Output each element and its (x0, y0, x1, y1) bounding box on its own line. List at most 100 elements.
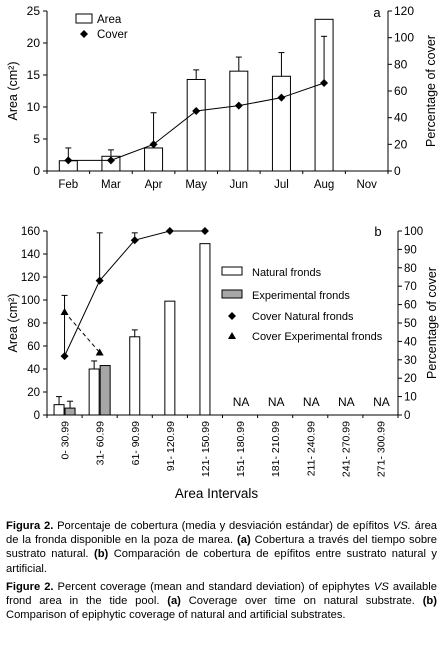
panel-a-y2-axis-label: Percentage of cover (424, 35, 438, 147)
panel-a-x-tick-label: Mar (101, 179, 121, 191)
panel-b-y2-tick-label: 100 (404, 226, 423, 238)
panel-b-y-tick-label: 0 (34, 410, 40, 422)
panel-b-legend-experimental-label: Experimental fronds (252, 290, 350, 302)
panel-b-cover-natural-point (130, 236, 139, 245)
panel-a-cover-point (64, 156, 73, 165)
caption-es-b-text: Comparación de cobertura de epífitos ent… (6, 548, 438, 575)
panel-b-y-tick-label: 60 (27, 341, 40, 353)
caption-english: Figure 2. Percent coverage (mean and sta… (6, 580, 437, 623)
panel-b-y2-tick-label: 60 (404, 300, 417, 312)
panel-a-y2-tick-label: 100 (394, 31, 414, 45)
panel-a-y-tick-label: 10 (27, 100, 41, 114)
panel-a-legend-cover-marker (80, 30, 88, 38)
caption-es-a-text: Cobertura a través del tiempo sobre sust… (6, 534, 437, 561)
panel-b-y-tick-label: 100 (21, 295, 40, 307)
panel-b-y2-axis-label: Percentage of cover (425, 267, 439, 379)
panel-a-y2-tick-label: 0 (394, 164, 401, 178)
panel-b-cover-natural-point (165, 227, 174, 235)
panel-b-legend-natural-label: Natural fronds (252, 267, 322, 279)
panel-b-y2-tick-label: 0 (404, 410, 410, 422)
panel-a-y-tick-label: 5 (33, 132, 40, 146)
panel-a-area-bar (314, 18, 334, 172)
caption-es-label: Figura 2. (6, 520, 54, 532)
panel-a-y-axis-label: Area (cm²) (6, 61, 20, 120)
panel-a-legend-area-label: Area (97, 14, 122, 26)
panel-b-experimental-bar (64, 407, 76, 416)
panel-a-y2-tick-label: 20 (394, 137, 408, 151)
panel-a-area-bar (271, 75, 291, 172)
panel-a-y-tick-label: 25 (27, 4, 41, 18)
panel-b-legend-cover-experimental-label: Cover Experimental fronds (252, 331, 383, 343)
panel-b-natural-bar (199, 243, 211, 416)
panel-a-area-bar (229, 70, 249, 172)
panel-a-cover-point (320, 79, 329, 87)
panel-b-x-tick-label: 211- 240.99 (305, 421, 317, 476)
panel-a-x-tick-label: Jul (274, 179, 289, 191)
panel-b-legend-cover-natural-marker (228, 312, 236, 320)
panel-b-x-axis-label: Area Intervals (175, 486, 259, 501)
panel-b-y-tick-label: 20 (27, 387, 40, 399)
panel-b-na-label: NA (303, 395, 320, 409)
panel-a-y2-tick-label: 80 (394, 57, 408, 71)
panel-b-y2-tick-label: 50 (404, 318, 417, 330)
panel-b-x-tick-label: 0- 30.99 (60, 421, 72, 460)
panel-a-legend-area-swatch (75, 13, 93, 24)
panel-a-area-bar (144, 147, 164, 172)
caption-en-a-text: Coverage over time on natural substrate. (180, 595, 423, 608)
panel-b-x-tick-label: 31- 60.99 (95, 421, 107, 466)
panel-a-cover-point (277, 93, 286, 102)
panel-b-cover-experimental-point (95, 348, 104, 356)
caption-en-vs: VS (373, 581, 389, 593)
panel-b-y-tick-label: 40 (27, 364, 40, 376)
caption-es-b-label: (b) (93, 548, 109, 561)
panel-a-y2-tick-label: 60 (394, 84, 408, 98)
panel-b-legend-cover-natural-label: Cover Natural fronds (252, 311, 354, 323)
panel-b-cover-natural-point (60, 352, 69, 361)
caption-en-label: Figure 2. (6, 581, 54, 593)
caption-en-b-text: Comparison of epiphytic coverage of natu… (6, 609, 346, 622)
panel-b-x-tick-label: 91- 120.99 (165, 421, 177, 471)
panel-b-y2-tick-label: 70 (404, 281, 417, 293)
panel-b-na-label: NA (373, 395, 390, 409)
panel-b-cover-natural-point (95, 276, 104, 285)
caption-en-a-label: (a) (167, 595, 181, 608)
panel-a-area-bar (186, 78, 206, 172)
panel-a-x-tick-label: Nov (356, 179, 377, 191)
panel-b-chart: 0 20 40 60 80 100 120 140 160 0 10 20 30 40 50 60 70 80 90… (6, 224, 439, 501)
panel-b-y-tick-label: 80 (27, 318, 40, 330)
panel-b-cover-experimental-point (60, 307, 69, 315)
panel-b-cover-experimental-line (64, 311, 101, 353)
panel-b-y-tick-label: 120 (21, 272, 40, 284)
panel-a-panel-letter: a (373, 5, 381, 20)
panel-a-x-tick-label: Jun (230, 179, 249, 191)
panel-b-y-tick-label: 160 (21, 226, 40, 238)
caption-es-a-label: (a) (237, 534, 251, 547)
panel-b-x-tick-label: 121- 150.99 (200, 421, 212, 477)
caption-en-text-2: available frond area in the tide pool. (6, 581, 437, 608)
panel-b-y2-tick-label: 10 (404, 392, 417, 404)
panel-a-x-tick-label: May (185, 179, 207, 191)
caption-es-text-1: Porcentaje de cobertura (media y desviac… (53, 520, 393, 532)
panel-a-x-tick-label: Apr (145, 179, 163, 191)
panel-b-experimental-bar (99, 365, 111, 416)
panel-b-cover-natural-point (200, 227, 209, 235)
panel-b-y2-tick-label: 40 (404, 336, 417, 348)
caption-en-text-1: Percent coverage (mean and standard devi… (53, 581, 374, 593)
panel-b-x-tick-label: 271- 300.99 (375, 421, 387, 477)
panel-b-y2-tick-label: 80 (404, 263, 417, 275)
panel-a-x-tick-label: Aug (314, 179, 334, 191)
panel-b-na-label: NA (268, 395, 285, 409)
panel-a-cover-point (149, 140, 158, 149)
caption-spanish: Figura 2. Porcentaje de cobertura (media… (6, 519, 437, 576)
panel-b-na-label: NA (338, 395, 355, 409)
caption-es-text-2: área de la fronda disponible en la poza … (6, 520, 438, 547)
panel-b-natural-bar (164, 300, 176, 416)
panel-a-y-tick-label: 20 (27, 36, 41, 50)
panel-a-y-tick-label: 15 (27, 68, 41, 82)
panel-b-legend-cover-experimental-marker (228, 332, 236, 339)
panel-a-cover-point (192, 107, 201, 115)
panel-b-panel-letter: b (374, 224, 381, 239)
panel-b-x-tick-label: 151- 180.99 (235, 421, 247, 477)
panel-b-y2-tick-label: 30 (404, 355, 417, 367)
